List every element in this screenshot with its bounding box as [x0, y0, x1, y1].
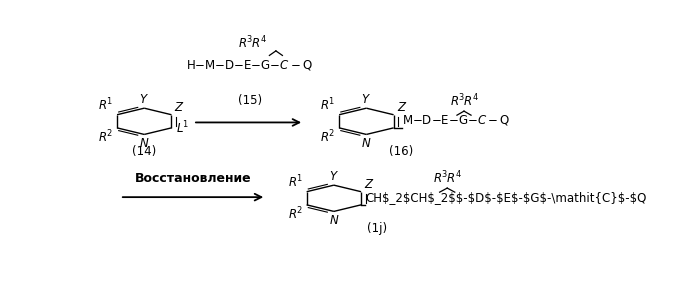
Text: R$^3$R$^4$: R$^3$R$^4$: [449, 93, 478, 109]
Text: Z: Z: [364, 178, 373, 191]
Text: Z: Z: [397, 101, 405, 113]
Text: R$^1$: R$^1$: [320, 97, 335, 113]
Text: N: N: [362, 137, 370, 150]
Text: (16): (16): [389, 145, 414, 158]
Text: (14): (14): [132, 145, 157, 158]
Text: N: N: [140, 137, 149, 150]
Text: H$-$M$-$D$-$E$-$G$-\mathit{C}-$Q: H$-$M$-$D$-$E$-$G$-\mathit{C}-$Q: [187, 58, 313, 71]
Text: R$^1$: R$^1$: [287, 174, 302, 191]
Text: Y: Y: [140, 93, 147, 106]
Text: (15): (15): [238, 94, 262, 107]
Text: R$^2$: R$^2$: [320, 128, 335, 145]
Text: R$^2$: R$^2$: [98, 128, 113, 145]
Text: Z: Z: [175, 101, 182, 113]
Text: N: N: [329, 214, 338, 227]
Text: R$^2$: R$^2$: [287, 205, 302, 222]
Text: Y: Y: [361, 93, 369, 106]
Text: Восстановление: Восстановление: [135, 172, 252, 185]
Text: M$-$D$-$E$-$G$-\mathit{C}-$Q: M$-$D$-$E$-$G$-\mathit{C}-$Q: [402, 113, 510, 127]
Text: R$^3$R$^4$: R$^3$R$^4$: [433, 170, 461, 186]
Text: R$^3$R$^4$: R$^3$R$^4$: [238, 34, 267, 51]
Text: R$^1$: R$^1$: [98, 97, 113, 113]
Text: Y: Y: [329, 170, 336, 183]
Text: (1j): (1j): [367, 222, 387, 235]
Text: CH$_2$CH$_2$$-$D$-$E$-$G$-\mathit{C}$-$Q: CH$_2$CH$_2$$-$D$-$E$-$G$-\mathit{C}$-$Q: [366, 191, 647, 204]
Text: L$^1$: L$^1$: [176, 120, 189, 136]
